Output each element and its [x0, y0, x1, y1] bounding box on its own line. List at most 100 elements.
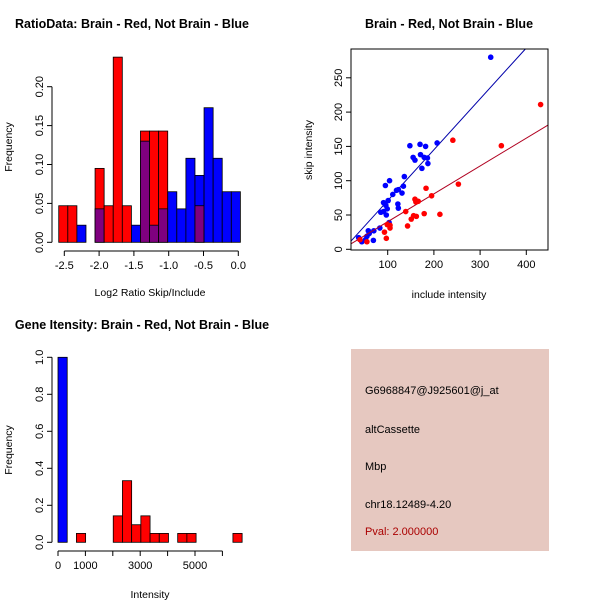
gene-name: Mbp [365, 461, 387, 473]
brain-point [498, 142, 505, 149]
intensity-chart-ylabel: Frequency [3, 424, 15, 474]
ratio-x-tick-label: -1.5 [124, 260, 143, 272]
not-brain-point [393, 187, 400, 194]
brain-bar [131, 524, 142, 543]
not-brain-point [385, 197, 391, 204]
not-brain-bar [130, 224, 141, 243]
brain-point [384, 221, 391, 228]
brain-bar [76, 533, 87, 543]
not-brain-point [389, 191, 396, 198]
brain-point [423, 185, 429, 192]
brain-point [404, 223, 411, 229]
brain-point [383, 235, 390, 242]
not-brain-point [382, 182, 389, 189]
brain-point [537, 101, 544, 108]
not-brain-point [407, 142, 413, 149]
overlap-bar [158, 208, 169, 243]
ratio-x-tick-label: -2.0 [90, 260, 109, 272]
not-brain-bar [185, 157, 196, 243]
brain-point [428, 192, 435, 199]
ratio-y-tick-label: 0.20 [34, 76, 46, 97]
not-brain-bar [57, 356, 68, 543]
not-brain-point [425, 160, 431, 167]
overlap-bar [194, 205, 205, 243]
ratio-y-tick-label: 0.05 [34, 193, 46, 214]
brain-point [402, 208, 409, 215]
not-brain-bar [176, 208, 187, 243]
not-brain-point [434, 140, 440, 146]
scatter-x-tick-label: 200 [425, 259, 443, 271]
probe-id: G6968847@J925601@j_at [365, 385, 499, 397]
not-brain-bar [212, 157, 223, 243]
intensity-y-tick-label: 0.2 [34, 498, 46, 513]
scatter-x-tick-label: 300 [471, 259, 489, 271]
brain-bar [186, 533, 197, 543]
brain-fit-line [350, 124, 549, 245]
not-brain-bar [76, 224, 87, 243]
overlap-bar [140, 140, 150, 243]
ratio-chart-title: RatioData: Brain - Red, Not Brain - Blue [15, 17, 249, 31]
ratio-x-tick-label: -1.0 [159, 260, 178, 272]
brain-bar [149, 533, 160, 543]
not-brain-point [399, 190, 405, 196]
not-brain-bar [167, 191, 178, 243]
not-brain-bar [221, 191, 232, 243]
not-brain-point [383, 212, 390, 218]
not-brain-bar [203, 107, 214, 243]
brain-point [413, 213, 420, 220]
brain-bar [58, 205, 69, 243]
brain-bar [177, 533, 188, 543]
brain-bar [103, 205, 114, 243]
scatter-y-tick-label: 150 [333, 137, 345, 155]
brain-bar [122, 480, 133, 543]
not-brain-point [487, 54, 494, 61]
event-type: altCassette [365, 424, 421, 436]
brain-point [357, 236, 363, 243]
genomic-location: chr18.12489-4.20 [365, 499, 452, 511]
scatter-plot-frame [350, 48, 549, 251]
not-brain-point [422, 143, 429, 150]
ratio-x-tick-label: 0.0 [231, 260, 246, 272]
scatter-y-tick-label: 100 [333, 172, 345, 190]
intensity-y-tick-label: 0.8 [34, 387, 46, 402]
not-brain-point [400, 183, 407, 189]
brain-bar [140, 515, 151, 543]
not-brain-bar [230, 191, 241, 243]
not-brain-point [424, 155, 431, 161]
brain-point [455, 181, 462, 187]
ratio-x-tick-label: -2.5 [55, 260, 74, 272]
intensity-chart-title: Gene Itensity: Brain - Red, Not Brain - … [15, 318, 269, 332]
scatter-y-tick-label: 250 [333, 69, 345, 87]
ratio-chart-xlabel: Log2 Ratio Skip/Include [95, 287, 206, 299]
scatter-chart-xlabel: include intensity [412, 289, 487, 301]
scatter-x-tick-label: 400 [517, 259, 535, 271]
brain-bar [232, 533, 243, 543]
intensity-x-tick-label: 1000 [73, 560, 97, 572]
brain-bar [112, 515, 123, 543]
brain-bar [158, 533, 169, 543]
intensity-y-tick-label: 0.0 [34, 535, 46, 550]
not-brain-point [419, 165, 425, 172]
brain-bar [112, 56, 123, 243]
not-brain-point [395, 205, 402, 211]
pval-text: Pval: 2.000000 [365, 526, 439, 538]
intensity-y-tick-label: 0.4 [34, 461, 46, 476]
scatter-chart-title: Brain - Red, Not Brain - Blue [365, 17, 533, 31]
not-brain-point [417, 141, 423, 148]
not-brain-point [395, 201, 401, 207]
gene-info-panel: G6968847@J925601@j_at altCassette Mbp ch… [351, 349, 549, 551]
intensity-x-tick-label: 0 [55, 560, 61, 572]
overlap-bar [94, 208, 105, 243]
scatter-y-tick-label: 50 [333, 209, 345, 221]
ratio-y-tick-label: 0.00 [34, 232, 46, 253]
brain-point [450, 137, 456, 144]
ratio-x-tick-label: -0.5 [194, 260, 213, 272]
brain-point [421, 210, 427, 217]
scatter-x-tick-label: 100 [379, 259, 397, 271]
scatter-y-tick-label: 0 [333, 246, 345, 252]
not-brain-point [401, 173, 408, 180]
intensity-y-tick-label: 1.0 [34, 350, 46, 365]
not-brain-point [370, 237, 377, 244]
ratio-y-tick-label: 0.10 [34, 154, 46, 175]
